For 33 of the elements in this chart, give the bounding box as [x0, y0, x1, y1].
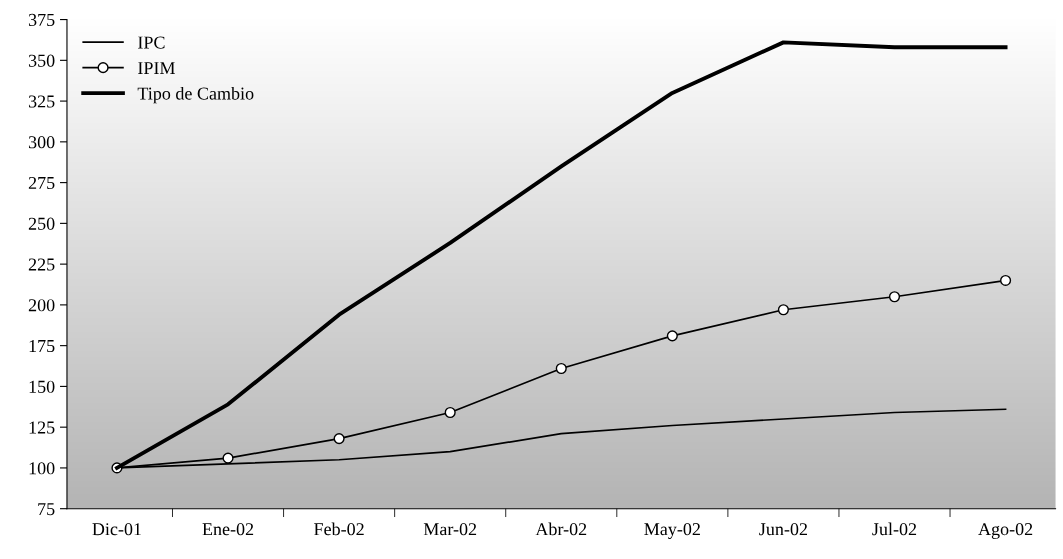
point	[333, 433, 345, 445]
legend-label: IPC	[138, 36, 165, 49]
point	[777, 304, 789, 316]
y-tick-label: 275	[28, 176, 55, 190]
point	[1000, 274, 1012, 286]
x-tick-label: May-02	[644, 523, 700, 539]
x-tick-label: Dic-01	[92, 523, 141, 536]
point	[666, 330, 678, 342]
y-tick-label: 100	[29, 462, 55, 475]
point	[444, 406, 456, 419]
point	[888, 291, 901, 303]
y-tick-label: 200	[28, 299, 55, 312]
x-tick-label: Mar-02	[423, 523, 477, 536]
x-tick-label: Feb-02	[314, 522, 364, 536]
y-tick-label: 350	[28, 54, 55, 67]
y-tick-label: 150	[29, 380, 55, 393]
x-tick-label: Jun-02	[759, 523, 807, 536]
legend-label: IPIM	[138, 62, 175, 74]
y-tick-label: 250	[28, 217, 55, 230]
y-tick-label: 375	[28, 13, 55, 27]
y-tick-label: 125	[29, 421, 55, 434]
x-tick-label: Jul-02	[872, 522, 917, 536]
y-tick-label: 175	[29, 339, 55, 353]
y-tick-label: 75	[38, 503, 55, 516]
y-tick-label: 300	[28, 136, 55, 149]
point	[555, 362, 567, 375]
y-tick-label: 225	[28, 258, 55, 271]
x-tick-label: Ago-02	[978, 523, 1033, 539]
x-tick-label: Abr-02	[535, 522, 587, 536]
x-tick-label: Ene-02	[202, 523, 254, 536]
y-tick-label: 325	[28, 95, 55, 108]
point	[222, 452, 234, 464]
legend-label: Tipo de Cambio	[137, 86, 254, 104]
